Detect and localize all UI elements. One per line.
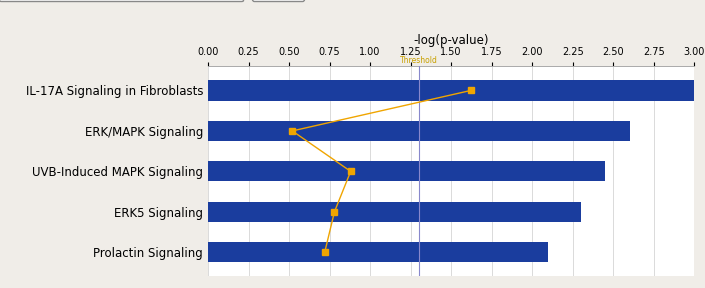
Bar (208, 80, 694, 101)
Bar (208, 242, 548, 262)
Text: Threshold: Threshold (400, 56, 438, 65)
X-axis label: -log(p-value): -log(p-value) (413, 35, 489, 48)
Bar (208, 121, 630, 141)
Bar (208, 202, 581, 222)
Legend: Ratio: Ratio (252, 0, 304, 1)
Bar (208, 161, 605, 181)
